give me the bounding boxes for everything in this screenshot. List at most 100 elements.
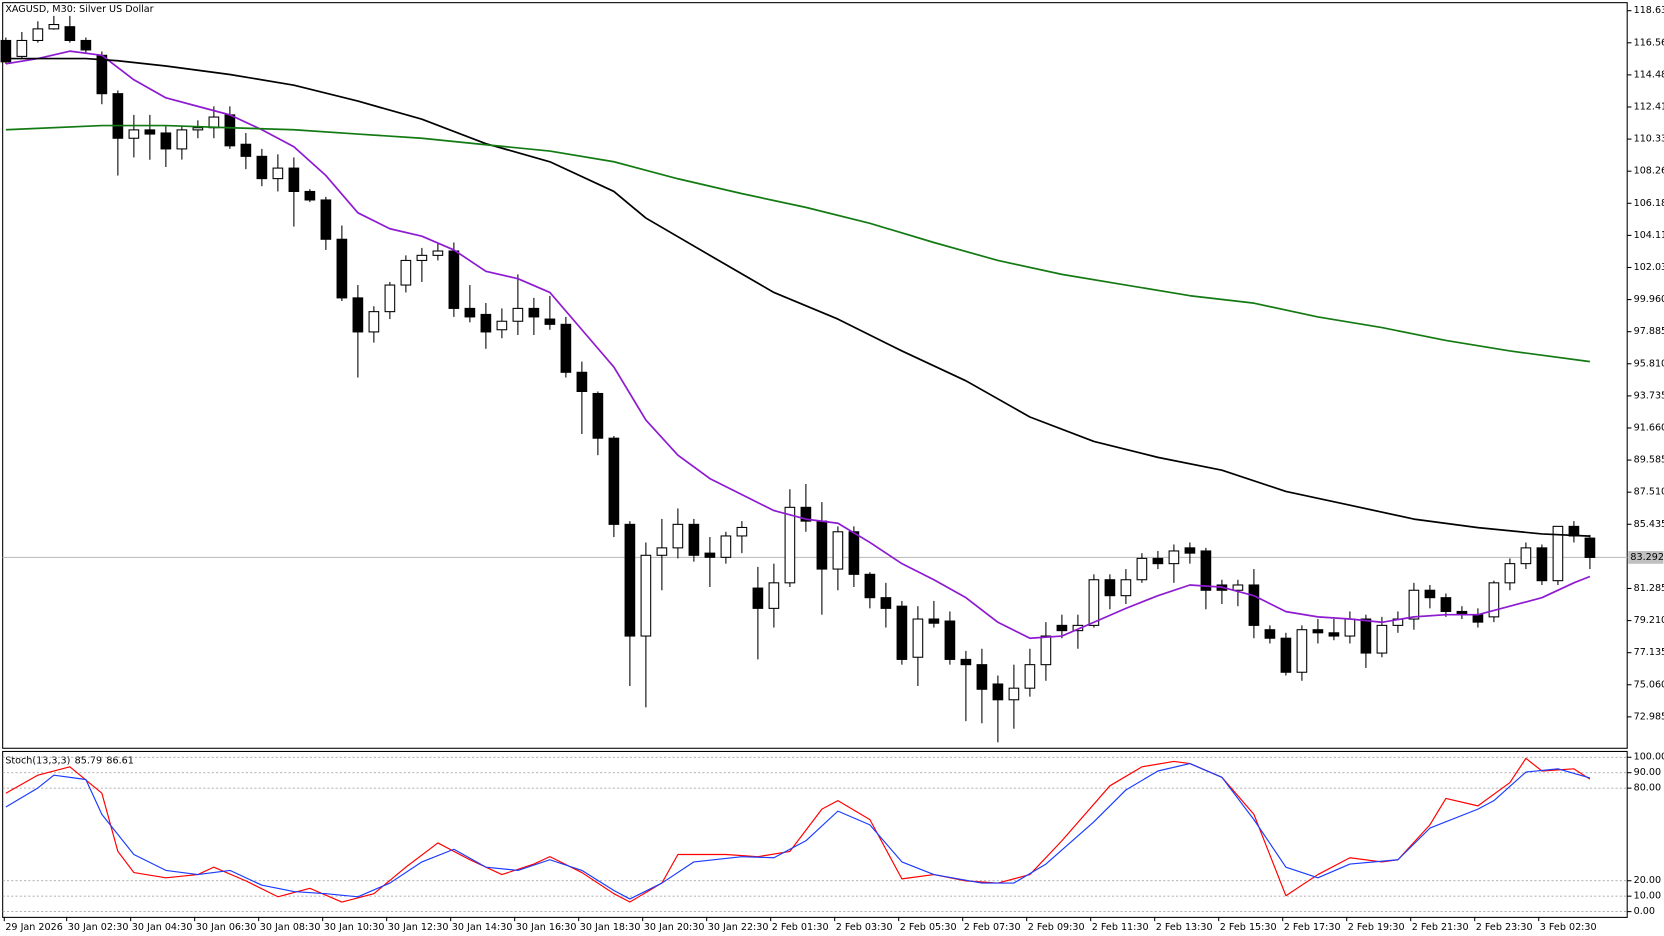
candle-body: [256, 155, 268, 180]
x-tick-label: 30 Jan 12:30: [388, 922, 449, 933]
candle-body: [608, 437, 620, 525]
candle-body: [320, 199, 332, 240]
candle-body: [1264, 629, 1276, 639]
candle-body: [384, 284, 396, 313]
candle-body: [1408, 589, 1420, 620]
candle-body: [720, 535, 732, 558]
stoch-header: Stoch(13,3,3) 85.79 86.61: [5, 755, 134, 766]
candle-body: [144, 129, 156, 135]
candle-body: [1088, 579, 1100, 626]
candle-body: [992, 683, 1004, 701]
y-tick-label: 87.510: [1634, 487, 1664, 498]
y-tick-label: 112.410: [1634, 101, 1664, 112]
x-tick-label: 2 Feb 15:30: [1220, 922, 1277, 933]
candle-body: [976, 664, 988, 690]
candle-body: [1184, 547, 1196, 554]
y-tick-label: 89.585: [1634, 455, 1664, 466]
candle-body: [368, 311, 380, 333]
candle-body: [864, 573, 876, 599]
stoch-line: [5, 762, 1591, 900]
x-tick-label: 2 Feb 21:30: [1412, 922, 1469, 933]
y-tick-label: 114.485: [1634, 69, 1664, 80]
x-tick-label: 30 Jan 22:30: [708, 922, 769, 933]
candle-body: [496, 320, 508, 331]
candle-body: [624, 523, 636, 637]
candle-body: [640, 554, 652, 637]
x-tick-label: 30 Jan 16:30: [516, 922, 577, 933]
y-tick-label: 97.885: [1634, 326, 1664, 337]
stoch-main-value: 85.79: [75, 755, 102, 766]
candle-body: [16, 39, 28, 57]
candle-body: [880, 597, 892, 609]
x-tick-label: 30 Jan 10:30: [324, 922, 385, 933]
candle-body: [1360, 618, 1372, 654]
candle-body: [560, 323, 572, 373]
candle-body: [0, 39, 12, 63]
candle-body: [64, 26, 76, 42]
x-tick-label: 2 Feb 19:30: [1348, 922, 1405, 933]
x-tick-label: 29 Jan 2026: [5, 922, 63, 933]
candle-body: [1248, 584, 1260, 626]
x-tick-label: 30 Jan 04:30: [132, 922, 193, 933]
y-tick-label: 90.00: [1634, 767, 1661, 778]
candle-body: [1008, 687, 1020, 701]
x-tick-label: 30 Jan 20:30: [644, 922, 705, 933]
candle-body: [176, 129, 188, 150]
candle-body: [432, 250, 444, 256]
y-tick-label: 104.110: [1634, 230, 1664, 241]
x-tick-label: 30 Jan 18:30: [580, 922, 641, 933]
x-tick-label: 30 Jan 06:30: [196, 922, 257, 933]
candle-body: [416, 254, 428, 261]
candle-body: [240, 143, 252, 157]
y-tick-label: 118.635: [1634, 5, 1664, 16]
y-tick-label: 72.985: [1634, 711, 1664, 722]
x-tick-label: 3 Feb 02:30: [1540, 922, 1597, 933]
candle-body: [48, 24, 60, 30]
y-tick-label: 100.00: [1634, 752, 1664, 763]
candle-body: [1040, 635, 1052, 666]
candle-body: [208, 116, 220, 129]
y-tick-label: 81.285: [1634, 583, 1664, 594]
y-tick-label: 102.035: [1634, 262, 1664, 273]
y-tick-label: 77.135: [1634, 647, 1664, 658]
x-tick-label: 2 Feb 09:30: [1028, 922, 1085, 933]
y-tick-label: 75.060: [1634, 679, 1664, 690]
candle-body: [1136, 557, 1148, 581]
y-tick-label: 116.560: [1634, 37, 1664, 48]
candle-body: [352, 297, 364, 333]
candle-body: [768, 582, 780, 609]
candle-body: [1584, 537, 1596, 558]
candle-body: [1376, 624, 1388, 654]
candle-body: [1104, 579, 1116, 597]
candle-body: [1472, 614, 1484, 623]
x-tick-label: 2 Feb 23:30: [1476, 922, 1533, 933]
y-tick-label: 106.185: [1634, 198, 1664, 209]
chart-title: XAGUSD, M30: Silver US Dollar: [5, 4, 153, 15]
candle-body: [1424, 589, 1436, 599]
y-tick-label: 93.735: [1634, 390, 1664, 401]
moving-average: [5, 124, 1591, 363]
x-tick-label: 30 Jan 08:30: [260, 922, 321, 933]
candle-body: [848, 531, 860, 575]
current-price-label: 83.292: [1630, 552, 1664, 563]
candle-body: [672, 523, 684, 549]
candle-body: [1344, 618, 1356, 637]
y-tick-label: 80.00: [1634, 783, 1661, 794]
candle-body: [1440, 597, 1452, 612]
candle-body: [832, 531, 844, 570]
candle-body: [80, 39, 92, 51]
candle-body: [1312, 629, 1324, 634]
y-tick-label: 99.960: [1634, 294, 1664, 305]
candle-body: [656, 547, 668, 556]
candle-body: [944, 620, 956, 660]
candle-body: [1328, 632, 1340, 637]
candle-body: [912, 618, 924, 658]
candle-body: [1520, 547, 1532, 565]
candle-body: [400, 259, 412, 286]
candle-body: [512, 307, 524, 322]
candle-body: [800, 506, 812, 522]
moving-average: [5, 50, 1591, 640]
y-tick-label: 91.660: [1634, 422, 1664, 433]
y-tick-label: 0.00: [1634, 906, 1655, 917]
candle-body: [448, 250, 460, 309]
